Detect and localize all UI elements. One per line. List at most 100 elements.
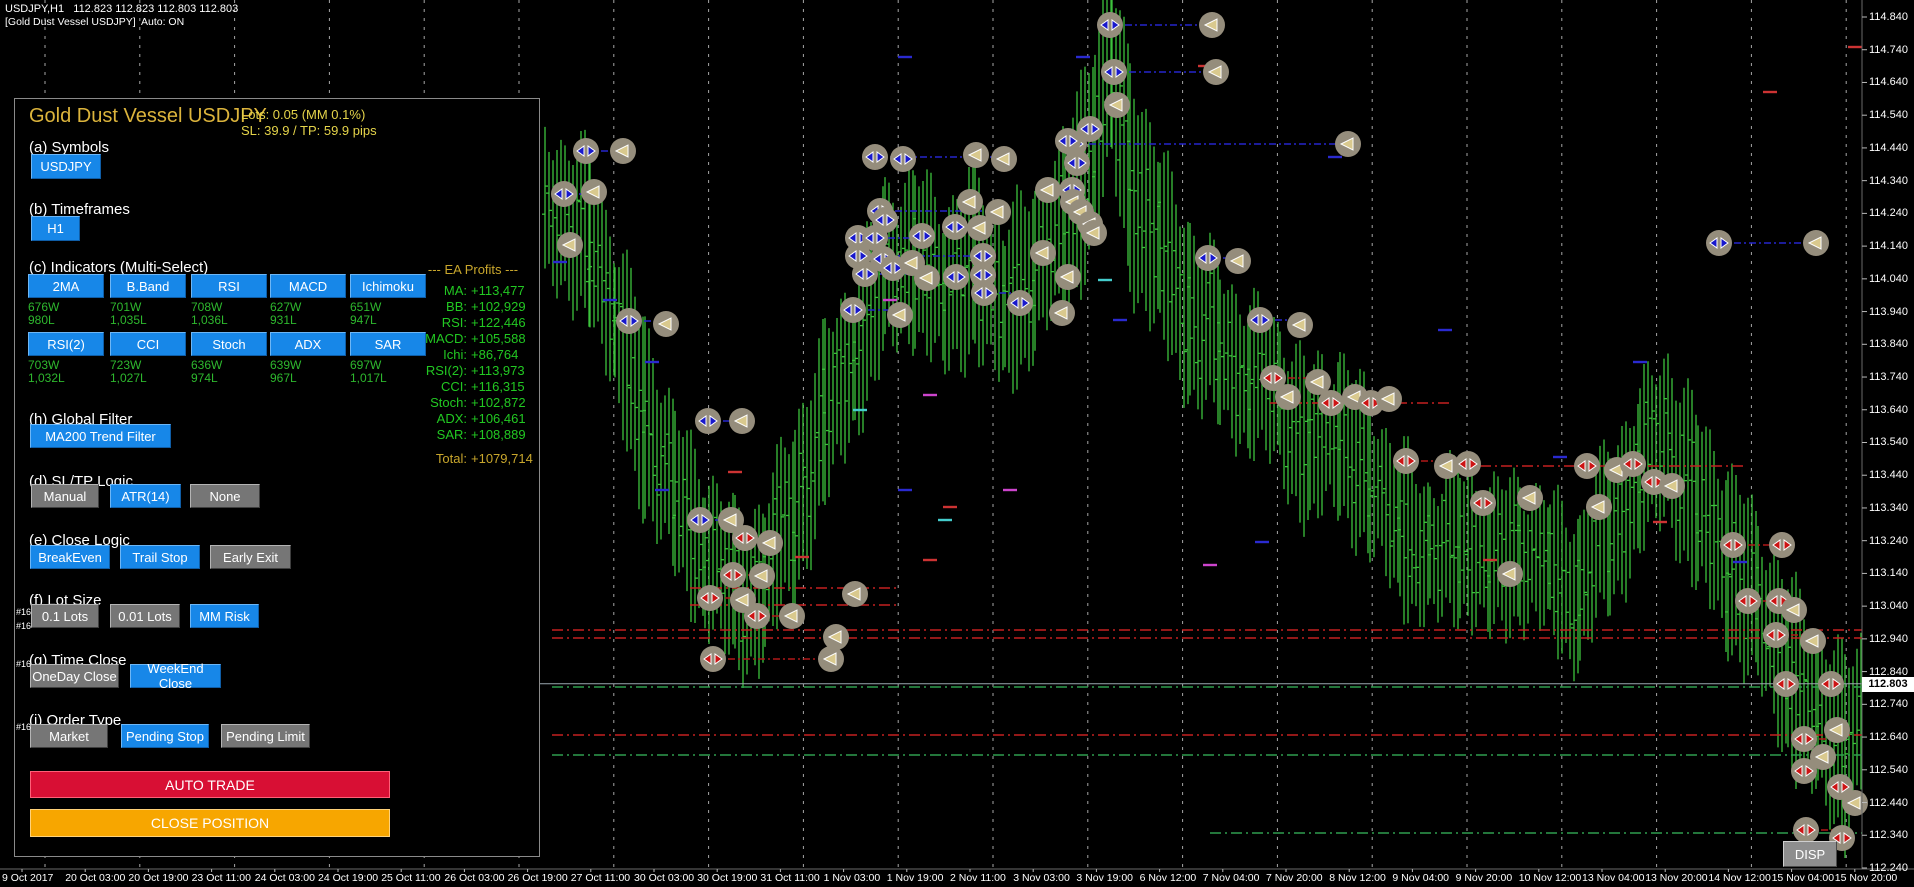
sltp-button-none[interactable]: None <box>190 484 260 508</box>
time-axis-label: 15 Nov 04:00 <box>1771 872 1835 884</box>
close-logic-button-early-exit[interactable]: Early Exit <box>210 545 291 569</box>
indicator-button-rsi[interactable]: RSI <box>191 274 267 298</box>
indicator-stats-stoch: 636W 974L <box>191 358 223 385</box>
ea-profit-row: BB: +102,929 <box>446 299 526 314</box>
order-tag-label: #16 <box>16 722 32 732</box>
indicator-stats-2ma: 676W 980L <box>28 300 60 327</box>
buy-marker <box>942 214 968 240</box>
price-axis-label: 113.540 <box>1869 436 1908 449</box>
ea-profit-total: Total: +1079,714 <box>435 451 533 466</box>
indicator-button-ichimoku[interactable]: Ichimoku <box>350 274 426 298</box>
buy-marker <box>862 225 888 251</box>
section-label-global-filter: (h) Global Filter <box>29 411 133 428</box>
price-axis-label: 112.540 <box>1869 763 1908 776</box>
indicator-button-2ma[interactable]: 2MA <box>28 274 104 298</box>
symbols-button-usdjpy[interactable]: USDJPY <box>31 154 101 179</box>
indicator-stats-adx: 639W 967L <box>270 358 302 385</box>
time-axis-label: 14 Nov 12:00 <box>1708 872 1771 884</box>
order-type-button-pending-limit[interactable]: Pending Limit <box>221 724 310 748</box>
price-axis-label: 113.440 <box>1869 469 1908 482</box>
time-axis-label: 27 Oct 11:00 <box>570 872 631 884</box>
indicator-button-stoch[interactable]: Stoch <box>191 332 267 356</box>
sell-marker <box>1763 622 1789 648</box>
lot-size-button-mm-risk[interactable]: MM Risk <box>190 604 259 628</box>
buy-marker <box>909 223 935 249</box>
close-position-button[interactable]: CLOSE POSITION <box>30 809 390 837</box>
price-axis-label: 112.940 <box>1869 632 1908 645</box>
price-axis-label: 112.640 <box>1869 731 1908 744</box>
indicator-button-sar[interactable]: SAR <box>350 332 426 356</box>
time-axis-label: 13 Nov 04:00 <box>1582 872 1645 884</box>
price-axis-label: 113.240 <box>1869 534 1908 547</box>
order-type-button-market[interactable]: Market <box>30 724 108 748</box>
indicator-button-macd[interactable]: MACD <box>270 274 346 298</box>
sell-marker <box>720 562 746 588</box>
buy-marker <box>862 144 888 170</box>
price-axis-label: 114.440 <box>1869 141 1908 154</box>
global-filter-button-ma200-trend-filter[interactable]: MA200 Trend Filter <box>30 424 171 448</box>
timeframes-button-h1[interactable]: H1 <box>31 216 80 241</box>
buy-marker <box>971 280 997 306</box>
lot-size-button-0-01-lots[interactable]: 0.01 Lots <box>110 604 180 628</box>
buy-marker <box>1706 230 1732 256</box>
section-label-close-logic: (e) Close Logic <box>29 532 130 549</box>
time-close-button-oneday-close[interactable]: OneDay Close <box>30 664 119 688</box>
sell-marker <box>1773 671 1799 697</box>
price-axis-label: 112.840 <box>1869 665 1908 678</box>
panel-title: Gold Dust Vessel USDJPY <box>29 105 267 127</box>
price-axis-label: 112.240 <box>1869 861 1908 874</box>
indicator-button-rsi-2[interactable]: RSI(2) <box>28 332 104 356</box>
auto-trade-button[interactable]: AUTO TRADE <box>30 771 390 798</box>
buy-marker <box>1195 245 1221 271</box>
ea-status-line: [Gold Dust Vessel USDJPY] Auto: ON <box>5 16 185 28</box>
price-axis-label: 114.640 <box>1869 76 1908 89</box>
close-logic-button-breakeven[interactable]: BreakEven <box>30 545 110 569</box>
buy-marker <box>1064 150 1090 176</box>
sell-marker <box>1791 758 1817 784</box>
buy-marker <box>840 297 866 323</box>
sell-marker <box>1818 671 1844 697</box>
time-axis-label: 9 Nov 20:00 <box>1455 872 1513 884</box>
time-axis-label: 7 Nov 04:00 <box>1202 872 1260 884</box>
time-axis-label: 24 Oct 03:00 <box>254 872 315 884</box>
ea-profit-row: SAR: +108,889 <box>436 427 526 442</box>
price-axis-label: 113.840 <box>1869 338 1908 351</box>
buy-marker <box>1007 290 1033 316</box>
time-axis-label: 13 Nov 20:00 <box>1645 872 1708 884</box>
sell-marker <box>700 646 726 672</box>
buy-marker <box>970 243 996 269</box>
time-close-button-weekend-close[interactable]: WeekEnd Close <box>130 661 221 691</box>
disp-button[interactable]: DISP <box>1783 841 1837 867</box>
ea-profit-row: MA: +113,477 <box>443 283 525 298</box>
time-axis-label: 20 Oct 19:00 <box>128 872 189 884</box>
indicator-button-adx[interactable]: ADX <box>270 332 346 356</box>
section-label-symbols: (a) Symbols <box>29 139 110 156</box>
ea-profit-row: ADX: +106,461 <box>436 411 526 426</box>
buy-marker <box>551 181 577 207</box>
buy-marker <box>1247 307 1273 333</box>
order-type-button-pending-stop[interactable]: Pending Stop <box>121 724 209 748</box>
time-axis-label: 3 Nov 03:00 <box>1013 872 1070 884</box>
lot-size-button-0-1-lots[interactable]: 0.1 Lots <box>31 604 99 628</box>
time-axis-label: 9 Nov 04:00 <box>1392 872 1450 884</box>
sell-marker <box>744 603 770 629</box>
buy-marker <box>943 264 969 290</box>
sell-marker <box>1720 532 1746 558</box>
lots-info: Lots: 0.05 (MM 0.1%) <box>241 107 366 122</box>
indicator-button-b-band[interactable]: B.Band <box>110 274 186 298</box>
sell-marker <box>1769 532 1795 558</box>
indicator-stats-rsi-2: 703W 1,032L <box>28 358 65 385</box>
sltp-button-atr-14[interactable]: ATR(14) <box>110 484 181 508</box>
time-axis-label: 3 Nov 19:00 <box>1076 872 1134 884</box>
indicator-button-cci[interactable]: CCI <box>110 332 186 356</box>
buy-marker <box>852 261 878 287</box>
price-axis-label: 113.640 <box>1869 403 1908 416</box>
close-logic-button-trail-stop[interactable]: Trail Stop <box>120 545 200 569</box>
order-tag-label: #16 <box>16 659 32 669</box>
time-axis-label: 30 Oct 03:00 <box>634 872 695 884</box>
buy-marker <box>616 308 642 334</box>
time-axis-label: 23 Oct 11:00 <box>191 872 251 884</box>
sltp-button-manual[interactable]: Manual <box>31 484 99 508</box>
indicator-stats-sar: 697W 1,017L <box>350 358 387 385</box>
